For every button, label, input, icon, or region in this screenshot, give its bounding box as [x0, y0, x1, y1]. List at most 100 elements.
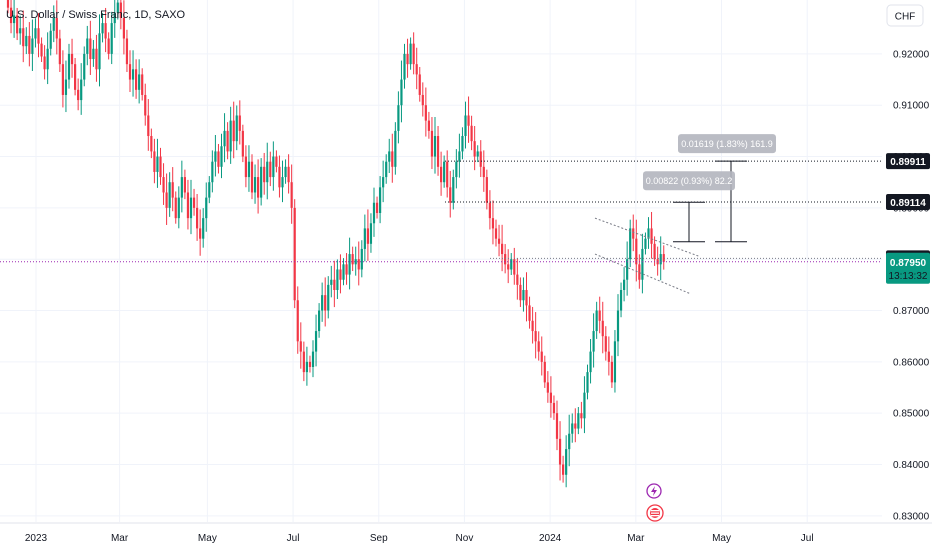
candle — [525, 272, 528, 322]
candle — [616, 294, 620, 357]
candle-body — [449, 187, 452, 203]
candle-body — [504, 254, 507, 265]
candle-body — [394, 130, 397, 167]
candle-body — [519, 284, 522, 301]
candle — [339, 254, 342, 294]
y-tick-label: 0.92000 — [893, 49, 930, 60]
candle — [202, 208, 205, 248]
candle-body — [427, 120, 430, 131]
candle — [46, 32, 49, 85]
time-axis[interactable]: 2023 Mar May Jul Sep Nov 2024 Mar May Jul — [0, 522, 932, 544]
candle-body — [199, 228, 202, 239]
candle — [488, 190, 491, 230]
candle — [299, 322, 302, 369]
candle — [336, 259, 339, 300]
candle — [427, 111, 430, 139]
candle-body — [446, 161, 449, 188]
candle-body — [534, 331, 537, 342]
price-tag-box — [886, 194, 930, 211]
candle-body — [604, 336, 607, 352]
candle — [110, 11, 113, 65]
candle — [83, 46, 86, 87]
candle-body — [107, 38, 110, 54]
candle-body — [205, 197, 208, 219]
candle-body — [476, 151, 479, 157]
candle-body — [86, 38, 89, 54]
candle-body — [516, 274, 519, 285]
candle-body — [357, 259, 360, 270]
candle — [144, 83, 147, 126]
price-axis[interactable]: 0.830000.840000.850000.860000.870000.880… — [893, 49, 930, 522]
candle — [626, 241, 629, 296]
y-tick-label: 0.85000 — [893, 409, 930, 420]
price-tag-label: 0.89911 — [890, 157, 926, 168]
candle — [226, 122, 229, 160]
candle — [656, 246, 659, 276]
candle-body — [406, 53, 409, 65]
candle — [70, 38, 74, 78]
candle — [501, 224, 504, 272]
candle — [196, 194, 199, 241]
candle-body — [281, 177, 284, 188]
candle-body — [284, 166, 287, 178]
candle — [238, 100, 241, 145]
economic-event-flag-icon[interactable] — [646, 504, 664, 522]
candle-body — [647, 228, 650, 239]
price-tag-box — [886, 153, 930, 170]
candle-body — [257, 177, 260, 198]
x-tick-label: Sep — [370, 533, 388, 544]
candle — [311, 340, 315, 378]
candle-body — [64, 79, 68, 95]
candle — [217, 143, 220, 174]
candle-body — [98, 33, 101, 70]
currency-badge[interactable]: CHF — [886, 4, 924, 27]
candle — [205, 182, 208, 232]
candle — [159, 147, 162, 185]
candle-body — [531, 320, 534, 332]
candle — [464, 101, 467, 149]
candle — [342, 258, 345, 286]
candle — [257, 159, 260, 214]
candle — [19, 15, 22, 45]
candle — [229, 106, 232, 164]
candle-body — [67, 53, 71, 80]
candle-body — [610, 361, 613, 383]
candle — [519, 277, 522, 307]
countdown-label: 13:13:32 — [889, 271, 928, 282]
candle — [333, 260, 336, 308]
candle — [119, 0, 122, 30]
candle-body — [290, 182, 293, 208]
candle-body — [321, 295, 324, 311]
candle — [253, 164, 257, 204]
candle — [321, 282, 324, 322]
candle — [290, 164, 293, 224]
candle — [391, 133, 394, 183]
candle-body — [470, 125, 473, 142]
candle — [662, 245, 665, 270]
candle-body — [388, 151, 391, 162]
candle-body — [443, 161, 446, 183]
channel-upper — [594, 217, 701, 258]
candle-body — [562, 464, 565, 475]
candle — [272, 141, 275, 191]
candle-body — [549, 392, 552, 403]
candle-body — [278, 166, 281, 188]
candle-body — [342, 264, 345, 280]
candle-body — [305, 361, 308, 373]
candle — [601, 301, 604, 354]
candle — [31, 19, 34, 71]
candle-body — [147, 115, 150, 137]
candle-body — [128, 64, 132, 80]
candle — [13, 0, 16, 38]
candle-body — [540, 351, 543, 362]
candle-body — [156, 156, 159, 172]
candle-body — [360, 248, 363, 270]
candle-body — [555, 413, 559, 439]
candle-body — [183, 177, 186, 193]
candle-body — [558, 438, 562, 465]
candle-body — [226, 130, 229, 152]
candle — [232, 101, 235, 159]
candle-body — [546, 382, 549, 393]
lightning-event-icon[interactable] — [646, 483, 662, 499]
